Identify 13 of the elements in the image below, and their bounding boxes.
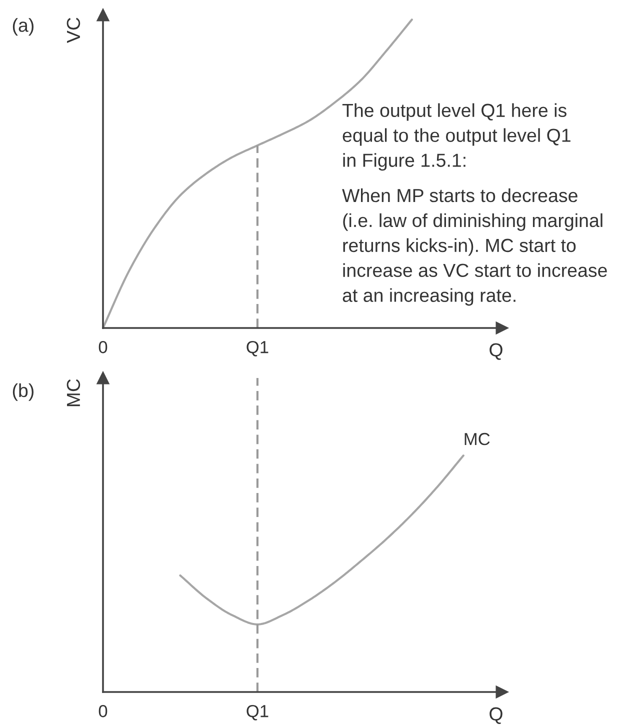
chart-title: (a) (12, 18, 34, 36)
x-tick-label: Q1 (246, 340, 268, 356)
x-axis-title: Q (490, 707, 502, 724)
annotation: When MP starts to decrease (i.e. law of diminishing marginal returns kicks-in). MC start to increase as VC start to increase at an increasing rate. (342, 188, 607, 306)
x-axis-title: Q (490, 343, 502, 360)
annotation: The output level Q1 here is equal to the output level Q1 in Figure 1.5.1: (342, 103, 570, 171)
chart-title: (b) (12, 383, 34, 401)
x-tick-label: 0 (98, 704, 108, 718)
x-tick-label: Q1 (246, 704, 268, 720)
x-tick-label: 0 (98, 340, 108, 354)
y-axis-title: MC (66, 379, 80, 406)
y-axis-title: VC (66, 18, 80, 43)
series-label: MC (464, 432, 490, 446)
